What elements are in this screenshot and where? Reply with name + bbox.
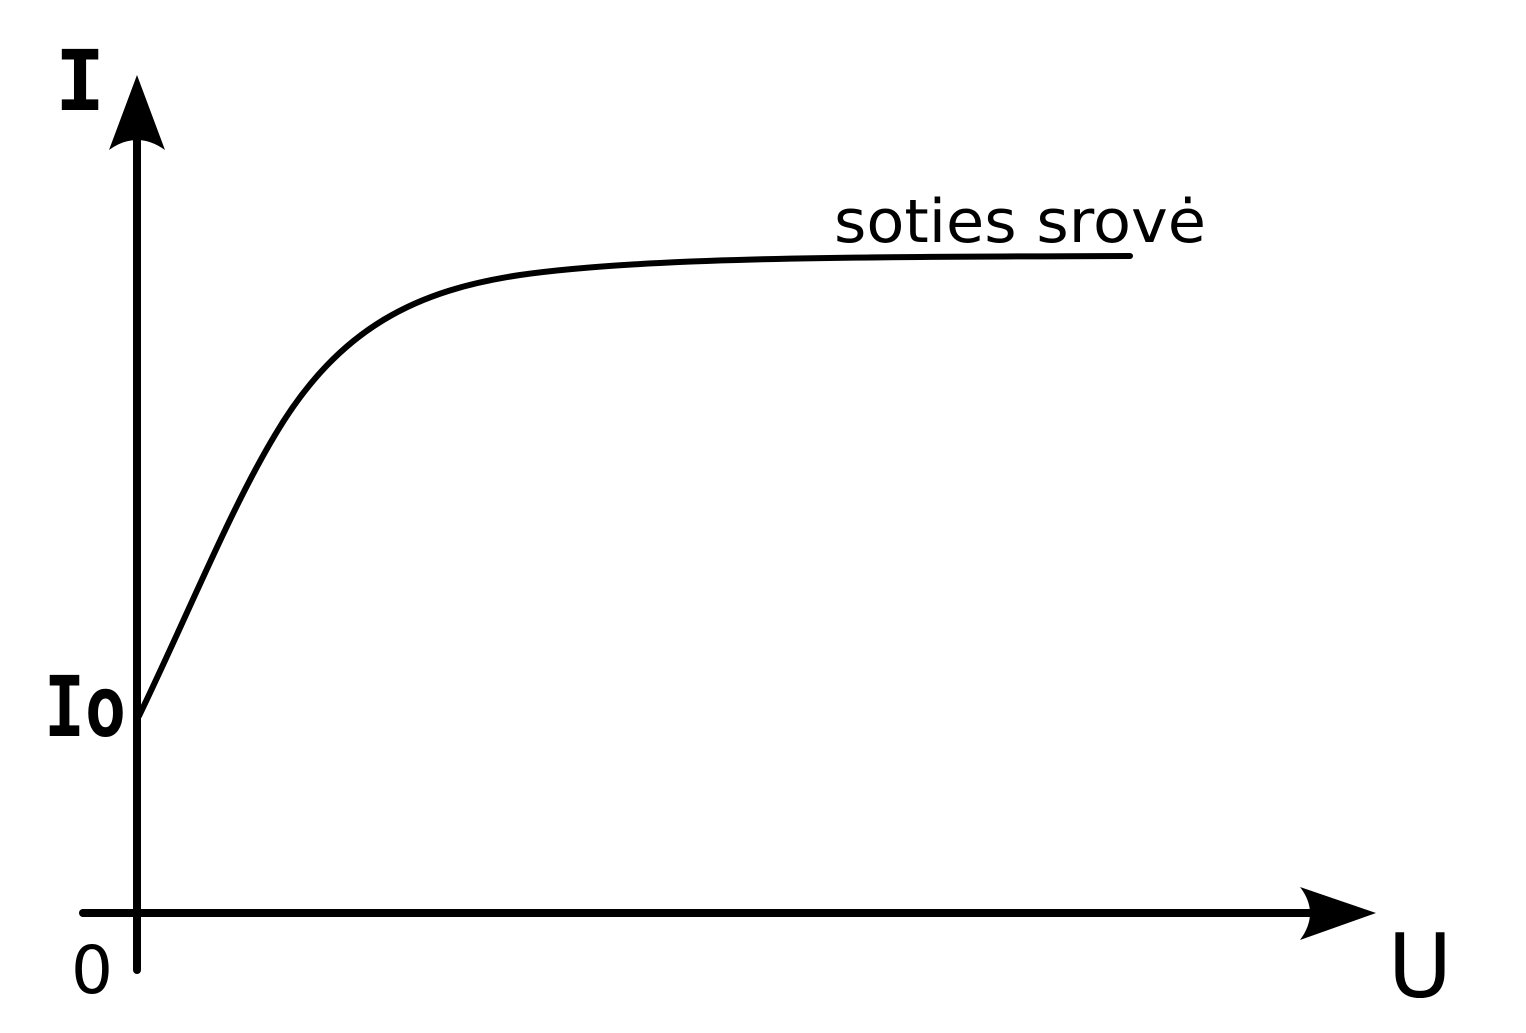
intercept-label: Io (44, 658, 126, 756)
y-axis-label: I (55, 32, 106, 130)
x-axis-arrowhead (1300, 887, 1376, 940)
y-axis-arrowhead (109, 75, 165, 150)
curve-label: soties srovė (834, 187, 1206, 257)
saturation-curve (136, 253, 1133, 719)
x-axis-label: U (1388, 915, 1452, 1018)
origin-label: 0 (71, 932, 113, 1009)
